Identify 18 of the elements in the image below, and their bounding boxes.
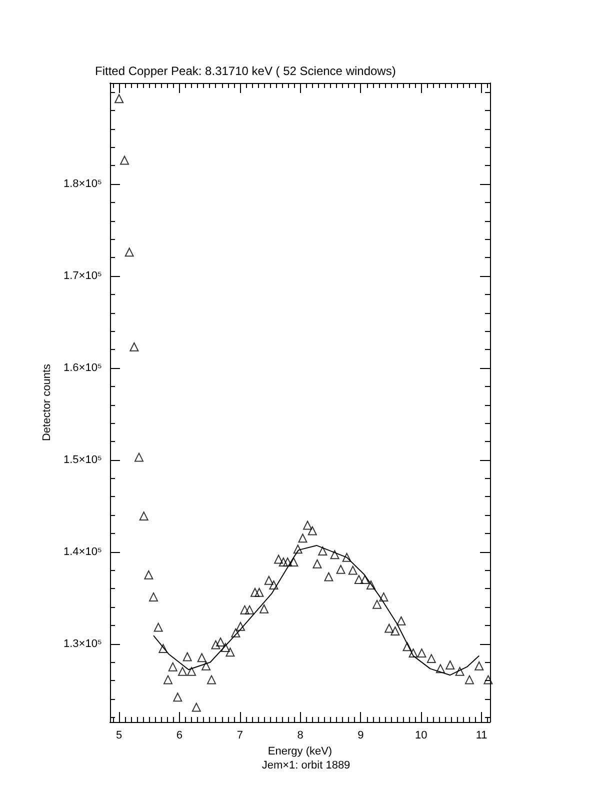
- x-tick-label: 10: [415, 730, 428, 742]
- x-tick-label: 7: [236, 730, 243, 742]
- x-tick-label: 8: [297, 730, 304, 742]
- line-series: [153, 544, 480, 676]
- y-tick-label: 1.4×10⁵: [63, 546, 102, 558]
- y-tick-label: 1.8×10⁵: [63, 178, 102, 190]
- x-tick-label: 6: [176, 730, 183, 742]
- y-tick-label: 1.5×10⁵: [63, 454, 102, 466]
- y-axis-title: Detector counts: [41, 363, 54, 442]
- x-tick-label: 5: [116, 730, 122, 742]
- y-tick-label: 1.6×10⁵: [63, 362, 102, 374]
- x-tick-label: 11: [476, 730, 488, 742]
- y-tick-label: 1.3×10⁵: [63, 638, 102, 650]
- text: Jem×1: orbit 1889: [262, 760, 350, 772]
- chart-title: Fitted Copper Peak: 8.31710 keV ( 52 Science windows): [95, 64, 396, 78]
- x-axis-title: Energy (keV): [268, 745, 332, 758]
- x-tick-label: 9: [358, 730, 364, 742]
- y-tick-label: 1.7×10⁵: [63, 270, 102, 282]
